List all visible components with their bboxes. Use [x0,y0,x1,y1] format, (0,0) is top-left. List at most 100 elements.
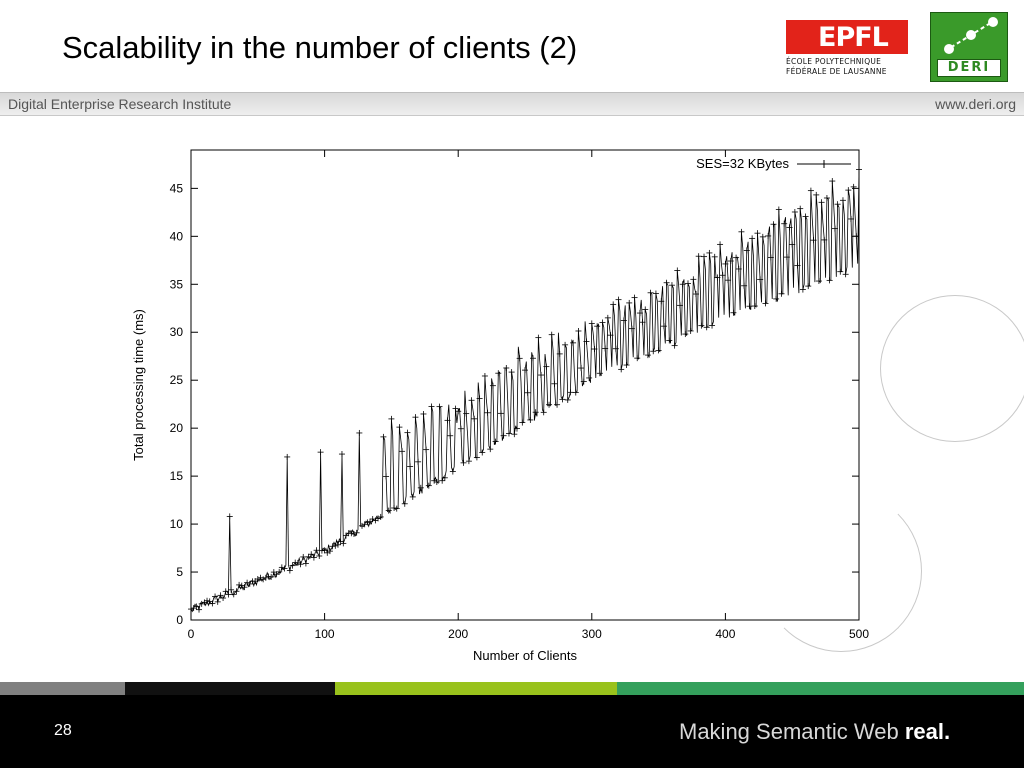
data-point [519,419,526,426]
data-point [594,323,601,330]
y-tick-label: 20 [170,421,184,435]
data-point [791,208,798,215]
data-point [308,551,315,558]
y-axis-label: Total processing time (ms) [131,309,146,461]
data-point [775,206,782,213]
data-point [350,531,357,538]
data-point [839,197,846,204]
data-point [538,372,545,379]
y-tick-label: 35 [170,277,184,291]
data-point [447,432,454,439]
data-point [567,389,574,396]
data-point [489,382,496,389]
data-point [484,409,491,416]
data-point [580,378,587,385]
data-point [268,573,275,580]
data-point [407,463,414,470]
data-point [684,280,691,287]
series-group [188,166,862,613]
data-point [797,205,804,212]
data-point [225,591,232,598]
chart: 0 100 200 300 400 500 0 5 10 15 20 25 30 35 40 45 Numbe… [131,149,869,663]
series-line [190,169,860,613]
data-point [727,258,734,265]
data-point [650,348,657,355]
data-point [668,282,675,289]
data-point [628,325,635,332]
data-point [556,350,563,357]
data-point [615,296,622,303]
data-point [369,516,376,523]
data-point [730,309,737,316]
data-point [818,199,825,206]
data-point [383,473,390,480]
data-point [540,409,547,416]
y-tick-label: 5 [176,565,183,579]
data-point [431,477,438,484]
data-point [765,232,772,239]
data-point [396,424,403,431]
data-point [781,220,788,227]
deri-logo: DERI [930,12,1008,82]
epfl-logo-line1: ÉCOLE POLYTECHNIQUE [786,57,882,66]
data-point [332,542,339,549]
data-point [388,415,395,422]
data-point [452,405,459,412]
data-point [433,479,440,486]
data-point [476,395,483,402]
data-point [524,389,531,396]
data-point [375,515,382,522]
data-point [602,345,609,352]
data-point [778,290,785,297]
data-point [604,314,611,321]
data-point [586,374,593,381]
data-point [636,310,643,317]
data-point [842,271,849,278]
data-point [559,396,566,403]
data-point [693,291,700,298]
data-point [671,342,678,349]
data-point [813,191,820,198]
data-point [588,320,595,327]
plot-frame [190,149,860,621]
data-point [647,289,654,296]
epfl-logo-mark: EPFL [786,20,908,54]
x-tick-label: 300 [582,627,602,641]
data-point [321,547,328,554]
data-point [719,272,726,279]
data-point [441,474,448,481]
data-point [631,294,638,301]
data-point [505,430,512,437]
data-point [564,396,571,403]
legend-label: SES=32 KBytes [696,156,789,171]
data-point [733,254,740,261]
data-point [300,553,307,560]
data-point [783,254,790,261]
data-point [436,403,443,410]
data-point [746,303,753,310]
decorative-circle [880,295,1024,442]
y-tick-label: 15 [170,469,184,483]
data-point [599,319,606,326]
y-tick-label: 40 [170,229,184,243]
y-tick-label: 0 [176,613,183,627]
data-point [364,519,371,526]
institute-name: Digital Enterprise Research Institute [8,96,232,112]
data-point [463,410,470,417]
data-point [244,579,251,586]
data-point [612,345,619,352]
data-point [409,493,416,500]
data-point [193,603,200,610]
data-point [786,224,793,231]
data-point [834,201,841,208]
data-point [682,331,689,338]
data-point [204,597,211,604]
data-point [338,451,345,458]
tagline-bold: real. [904,719,951,744]
data-point [773,295,780,302]
data-point [698,322,705,329]
data-point [703,324,710,331]
data-point [254,576,261,583]
data-point [246,580,253,587]
x-tick-label: 400 [715,627,735,641]
